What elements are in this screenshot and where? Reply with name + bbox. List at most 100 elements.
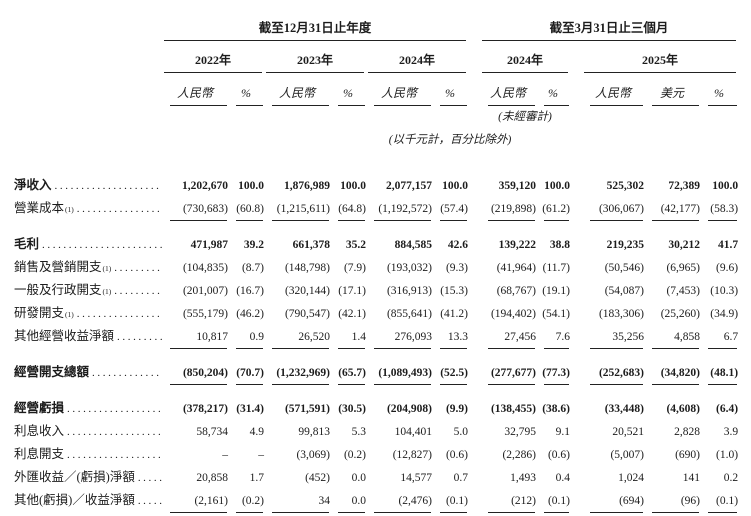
cell-value: 38.8 [549, 239, 571, 251]
cell-value: (4,608) [666, 403, 701, 415]
cell-value: (219,898) [480, 197, 536, 224]
rmb-header: 人民幣 [582, 73, 644, 106]
cell-value: (30.5) [338, 403, 366, 415]
cell-value: 1.4 [330, 325, 366, 352]
rmb-header: 人民幣 [264, 73, 330, 106]
year-header-row: 2022年 2023年 2024年 2024年 2025年 [14, 41, 738, 73]
dot-leader [55, 178, 162, 193]
cell-value: (64.8) [330, 197, 366, 224]
cell-value: 5.0 [453, 426, 469, 438]
income-statement-table: 截至12月31日止年度 截至3月31日止三個月 2022年 2023年 2024… [14, 6, 738, 516]
units-note-row: (以千元計，百分比除外) [14, 126, 738, 152]
row-label: 銷售及營銷開支 (1) [14, 256, 162, 279]
cell-value: (52.5) [432, 352, 468, 388]
cell-value: 219,235 [606, 239, 645, 251]
cell-value: 1.7 [249, 472, 264, 484]
cell-value: 4.9 [249, 426, 264, 438]
q1-2025-header: 2025年 [582, 41, 738, 73]
table-body: 淨收入 1,202,670 100.0 1,876,989 100.0 2,077,157… [14, 152, 738, 516]
column-gap [468, 388, 480, 420]
row-label: 經營虧損 [14, 388, 162, 420]
column-gap [570, 443, 582, 466]
cell-value: (10.3) [710, 285, 739, 297]
cell-value: 3.9 [723, 426, 739, 438]
cell-value: (34.9) [710, 308, 739, 320]
cell-value: 41.7 [717, 239, 739, 251]
column-gap [570, 152, 582, 197]
cell-value: (1,192,572) [366, 197, 432, 224]
cell-value: – [258, 449, 264, 461]
dot-leader [138, 470, 162, 485]
dot-leader [67, 447, 162, 462]
column-gap [570, 197, 582, 224]
cell-value: 0.4 [555, 472, 571, 484]
cell-value: (277,677) [480, 352, 536, 388]
cell-value: (1.0) [716, 449, 739, 461]
cell-value: 661,378 [292, 239, 330, 251]
cell-value: (183,306) [598, 308, 645, 320]
cell-value: (1,215,611) [264, 197, 330, 224]
cell-value: 276,093 [366, 325, 432, 352]
cell-value: (9.6) [716, 262, 739, 274]
cell-value: 9.1 [555, 426, 571, 438]
cell-value: (7,453) [666, 285, 701, 297]
table-row: 外匯收益／(虧損)淨額 20,858 1.7 (452) 0.0 14,577 0.7 1,4… [14, 466, 738, 489]
column-gap [468, 325, 480, 352]
cell-value: (306,067) [582, 197, 644, 224]
column-gap [468, 420, 480, 443]
cell-value: 10,817 [162, 325, 228, 352]
cell-value: (61.2) [536, 197, 570, 224]
cell-value: 0.7 [453, 472, 469, 484]
cell-value: 6.7 [700, 325, 738, 352]
cell-value: (42,177) [644, 197, 700, 224]
cell-value: (555,179) [182, 308, 228, 320]
cell-value: (204,908) [386, 403, 432, 415]
table-row: 利息開支 – – (3,069) (0.2) (12,827) (0.6) (2,286) (0… [14, 443, 738, 466]
row-label: 研發開支 (1) [14, 302, 162, 325]
cell-value: (12,827) [392, 449, 432, 461]
column-gap [468, 256, 480, 279]
cell-value: (46.2) [236, 308, 264, 320]
rmb-header: 人民幣 [162, 73, 228, 106]
cell-value: (9.9) [445, 403, 469, 415]
table-row: 銷售及營銷開支(1) (104,835) (8.7) (148,798) (7.9) (1… [14, 256, 738, 279]
annual-period-header: 截至12月31日止年度 [162, 6, 468, 41]
dot-leader [77, 201, 162, 216]
cell-value: (16.7) [236, 285, 264, 297]
cell-value: 5.3 [351, 426, 366, 438]
cell-value: (77.3) [536, 352, 570, 388]
cell-value: 30,212 [668, 239, 701, 251]
column-gap [570, 466, 582, 489]
cell-value: (850,204) [162, 352, 228, 388]
cell-value: (0.1) [432, 489, 468, 516]
cell-value: 1,024 [618, 472, 645, 484]
table-row: 經營開支總額(850,204)(70.7)(1,232,969)(65.7)(1… [14, 352, 738, 388]
cell-value: (41.2) [440, 308, 469, 320]
dot-leader [114, 283, 162, 298]
cell-value: (9.3) [445, 262, 469, 274]
dot-leader [67, 424, 162, 439]
row-label: 經營開支總額 [14, 352, 162, 388]
cell-value: (452) [305, 472, 330, 484]
dot-leader [67, 401, 162, 416]
cell-value: 42.6 [447, 239, 469, 251]
cell-value: (2,476) [366, 489, 432, 516]
cell-value: (855,641) [386, 308, 432, 320]
row-label: 外匯收益／(虧損)淨額 [14, 466, 162, 489]
quarterly-period-header: 截至3月31日止三個月 [480, 6, 738, 41]
cell-value: (138,455) [490, 403, 537, 415]
cell-value: (38.6) [542, 403, 571, 415]
column-gap [570, 489, 582, 516]
table-row: 研發開支(1) (555,179) (46.2) (790,547) (42.1) (85… [14, 302, 738, 325]
cell-value: 1,876,989 [284, 180, 330, 192]
cell-value: 27,456 [480, 325, 536, 352]
cell-value: (5,007) [610, 449, 645, 461]
cell-value: 58,734 [196, 426, 228, 438]
cell-value: (694) [582, 489, 644, 516]
cell-value: 100.0 [340, 180, 366, 192]
cell-value: (34,820) [644, 352, 700, 388]
cell-value: (201,007) [182, 285, 228, 297]
pct-header: % [228, 73, 264, 106]
cell-value: 0.9 [228, 325, 264, 352]
cell-value: (690) [675, 449, 701, 461]
